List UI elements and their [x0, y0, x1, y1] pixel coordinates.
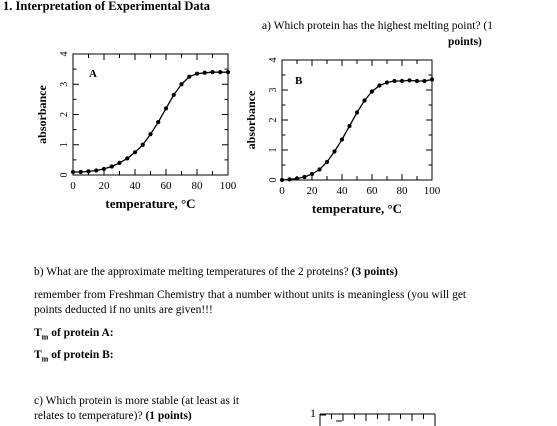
x-tick-label: 20 [99, 180, 111, 192]
tm-b-prefix: T [34, 349, 42, 361]
question-b-text: b) What are the approximate melting temp… [34, 266, 349, 278]
x-tick-label: 0 [279, 185, 285, 197]
x-tick-label: 0 [70, 180, 76, 192]
question-b: b) What are the approximate melting temp… [34, 265, 398, 280]
x-tick-label: 80 [397, 185, 409, 197]
data-point [347, 123, 352, 129]
y-tick-label: 2 [59, 112, 70, 117]
question-a-points: points) [448, 36, 482, 48]
x-tick-label: 40 [130, 180, 142, 192]
data-point [362, 98, 367, 103]
y-tick-label: 2 [268, 118, 279, 123]
question-a-line1: a) Which protein has the highest melting… [262, 20, 494, 32]
y-tick-label: 0 [59, 173, 70, 178]
data-point [422, 78, 427, 84]
data-point [369, 89, 375, 94]
tm-protein-b: Tm of protein B: [34, 348, 114, 366]
data-point [392, 78, 397, 84]
data-point [225, 70, 231, 75]
y-axis-title: absorbance [35, 84, 49, 143]
data-point [101, 166, 107, 172]
data-point [339, 137, 345, 142]
data-point [125, 156, 130, 161]
tm-a-prefix: T [34, 327, 42, 339]
question-c-points: (1 points) [145, 410, 192, 422]
data-point [86, 169, 91, 174]
reminder-line1: remember from Freshman Chemistry that a … [34, 289, 467, 301]
question-c-text: relates to temperature)? [34, 410, 143, 422]
data-point [132, 150, 138, 155]
data-point [399, 78, 405, 84]
data-point [309, 171, 315, 177]
data-point [163, 106, 169, 111]
panel-label: A [89, 68, 97, 80]
y-tick-label: 3 [59, 82, 70, 87]
x-tick-label: 80 [192, 180, 204, 192]
tm-protein-a: Tm of protein A: [34, 326, 114, 344]
data-point [78, 169, 83, 175]
data-point [354, 110, 360, 115]
data-point [218, 70, 223, 75]
data-point [140, 142, 145, 147]
reminder-line2: points deducted if no units are given!!! [34, 304, 213, 316]
data-point [109, 164, 114, 169]
page-heading: 1. Interpretation of Experimental Data [3, 0, 211, 13]
panel-label: B [295, 75, 303, 87]
data-point [94, 168, 99, 173]
data-point [179, 82, 184, 87]
x-tick-label: 60 [161, 180, 173, 192]
question-c-line1: c) Which protein is more stable (at leas… [34, 395, 240, 407]
question-c-line2: relates to temperature)? (1 points) [34, 409, 192, 424]
data-point [407, 78, 412, 83]
x-axis-title: temperature, °C [312, 201, 402, 216]
data-point [317, 167, 322, 172]
x-tick-label: 60 [367, 185, 379, 197]
data-point [279, 177, 285, 183]
data-point [324, 159, 330, 165]
x-tick-label: 40 [337, 185, 349, 197]
x-tick-label: 100 [424, 185, 441, 197]
data-point [332, 149, 337, 154]
data-point [194, 71, 200, 76]
y-tick-label: 1 [268, 148, 279, 153]
data-point [377, 83, 382, 88]
y-tick-label: 4 [59, 52, 70, 57]
data-point [414, 78, 420, 84]
data-point [302, 174, 307, 180]
data-point [294, 176, 300, 181]
data-point [171, 92, 176, 97]
partial-chart-ytick-label: 1 [310, 406, 316, 420]
x-tick-label: 20 [307, 185, 319, 197]
data-point [210, 70, 215, 75]
y-tick-label: 3 [268, 88, 279, 93]
data-point [117, 160, 122, 165]
y-tick-label: 1 [59, 142, 70, 147]
data-point [384, 80, 390, 85]
data-point [202, 70, 207, 75]
data-point [148, 132, 153, 137]
x-axis-title: temperature, °C [105, 196, 195, 211]
tm-b-suffix: of protein B: [48, 349, 114, 361]
x-tick-label: 100 [220, 180, 237, 192]
tm-b-sub: m [41, 354, 49, 364]
data-point [70, 169, 76, 175]
data-point [287, 177, 292, 182]
y-tick-label: 0 [268, 178, 279, 183]
data-point [156, 119, 161, 125]
y-axis-title: absorbance [244, 90, 258, 149]
data-point [429, 77, 435, 82]
tm-a-suffix: of protein A: [48, 327, 114, 339]
y-tick-label: 4 [268, 58, 279, 63]
data-point [187, 74, 192, 79]
tm-a-sub: m [41, 332, 49, 342]
question-b-points: (3 points) [351, 266, 398, 278]
